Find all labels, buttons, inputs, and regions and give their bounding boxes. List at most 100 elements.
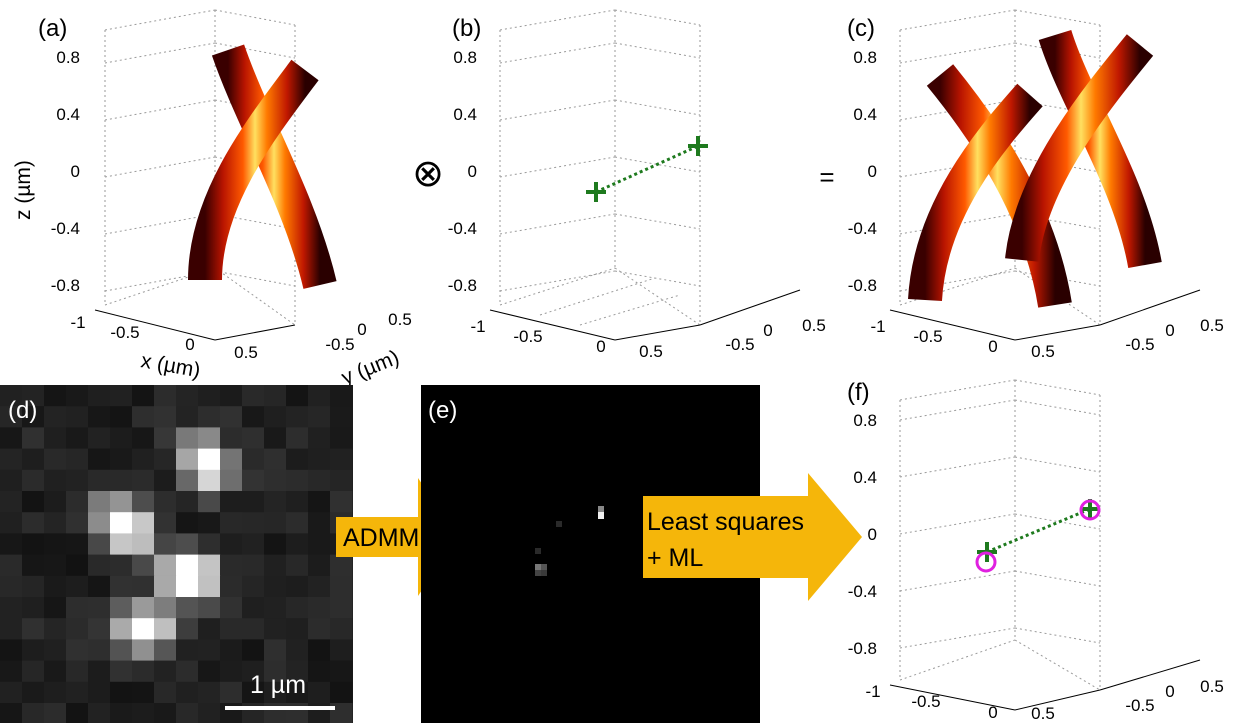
camera-pixel bbox=[110, 660, 133, 683]
camera-pixel bbox=[44, 575, 67, 598]
camera-pixel bbox=[176, 597, 199, 619]
camera-pixel bbox=[330, 575, 353, 598]
camera-pixel bbox=[88, 512, 111, 534]
camera-pixel bbox=[242, 427, 265, 450]
panel-a-y-ticks: -0.5 0 0.5 bbox=[325, 310, 411, 354]
camera-pixel bbox=[242, 660, 265, 683]
camera-pixel bbox=[22, 597, 45, 619]
x-tick: -0.5 bbox=[110, 323, 139, 342]
camera-pixel bbox=[220, 533, 243, 556]
camera-pixel bbox=[0, 427, 23, 450]
camera-pixel bbox=[330, 639, 353, 662]
camera-pixel bbox=[154, 427, 177, 450]
panel-f: (f) 0.8 0.4 0 -0.4 -0.8 -1 -0.5 0 0.5 -0… bbox=[847, 379, 1224, 723]
camera-pixel bbox=[0, 660, 23, 683]
z-tick: -0.8 bbox=[448, 276, 477, 295]
camera-pixel bbox=[66, 512, 89, 534]
camera-pixel bbox=[198, 575, 221, 598]
camera-pixel bbox=[132, 406, 155, 428]
camera-pixel bbox=[22, 469, 45, 492]
camera-pixel bbox=[176, 448, 199, 471]
camera-pixel bbox=[44, 703, 67, 723]
camera-pixel bbox=[308, 533, 331, 556]
camera-pixel bbox=[88, 681, 111, 704]
camera-pixel bbox=[66, 703, 89, 723]
camera-pixel bbox=[88, 575, 111, 598]
panel-b-emitter-2 bbox=[688, 136, 708, 156]
camera-pixel bbox=[66, 406, 89, 428]
camera-pixel bbox=[198, 639, 221, 662]
z-tick: 0 bbox=[468, 162, 477, 181]
camera-pixel bbox=[286, 385, 309, 407]
camera-pixel bbox=[154, 512, 177, 534]
camera-pixel bbox=[22, 448, 45, 471]
least-squares-arrow: Least squares + ML bbox=[643, 473, 862, 601]
camera-pixel bbox=[308, 660, 331, 683]
panel-f-x-ticks: -1 -0.5 0 0.5 bbox=[865, 682, 1054, 723]
camera-pixel bbox=[154, 385, 177, 407]
panel-a: (a) 0.8 0.4 0 -0.4 -0.8 z (µm) -1 -0.5 0… bbox=[12, 9, 412, 390]
camera-pixel bbox=[110, 469, 133, 492]
camera-pixel bbox=[220, 575, 243, 598]
z-axis-label: z (µm) bbox=[12, 160, 35, 220]
camera-pixel bbox=[88, 639, 111, 662]
camera-pixel bbox=[132, 533, 155, 556]
camera-pixel bbox=[308, 575, 331, 598]
camera-pixel bbox=[308, 554, 331, 577]
camera-pixel bbox=[44, 618, 67, 640]
camera-pixel bbox=[308, 681, 331, 704]
camera-pixel bbox=[154, 660, 177, 683]
camera-pixel bbox=[132, 618, 155, 640]
panel-b-z-ticks: 0.8 0.4 0 -0.4 -0.8 bbox=[448, 48, 477, 295]
y-tick: 0 bbox=[1165, 682, 1174, 701]
camera-pixel bbox=[286, 491, 309, 513]
camera-pixel bbox=[176, 618, 199, 640]
z-tick: 0.8 bbox=[853, 48, 877, 67]
panel-c-y-ticks: -0.5 0 0.5 bbox=[1125, 316, 1223, 354]
panel-f-estimate-2 bbox=[1079, 499, 1101, 521]
camera-pixel bbox=[22, 491, 45, 513]
camera-pixel bbox=[220, 554, 243, 577]
camera-pixel bbox=[88, 406, 111, 428]
camera-pixel bbox=[176, 554, 199, 577]
y-tick: -0.5 bbox=[1125, 696, 1154, 715]
camera-pixel bbox=[198, 406, 221, 428]
camera-pixel bbox=[154, 575, 177, 598]
x-axis-label: x (µm) bbox=[139, 349, 202, 382]
camera-pixel bbox=[0, 597, 23, 619]
camera-pixel bbox=[308, 469, 331, 492]
camera-pixel bbox=[308, 597, 331, 619]
camera-pixel bbox=[198, 385, 221, 407]
camera-pixel bbox=[330, 660, 353, 683]
camera-pixel bbox=[176, 427, 199, 450]
camera-pixel bbox=[242, 385, 265, 407]
camera-pixel bbox=[220, 639, 243, 662]
x-tick: 0.5 bbox=[1031, 342, 1055, 361]
camera-pixel bbox=[44, 681, 67, 704]
camera-pixel bbox=[110, 597, 133, 619]
panel-a-strands bbox=[188, 44, 337, 289]
camera-pixel bbox=[330, 448, 353, 471]
z-tick: 0.4 bbox=[853, 468, 877, 487]
camera-pixel bbox=[22, 554, 45, 577]
camera-pixel bbox=[286, 618, 309, 640]
y-tick: 0.5 bbox=[1200, 677, 1224, 696]
camera-pixel bbox=[330, 618, 353, 640]
panel-c: (c) 0.8 0.4 0 -0.4 -0.8 -1 -0.5 0 0.5 -0… bbox=[847, 9, 1224, 361]
camera-pixel bbox=[220, 681, 243, 704]
camera-pixel bbox=[132, 681, 155, 704]
z-tick: 0.4 bbox=[56, 105, 80, 124]
camera-pixel bbox=[264, 512, 287, 534]
camera-pixel bbox=[286, 639, 309, 662]
camera-pixel bbox=[286, 469, 309, 492]
camera-pixel bbox=[198, 618, 221, 640]
x-tick: -0.5 bbox=[911, 692, 940, 711]
camera-pixel bbox=[66, 427, 89, 450]
camera-pixel bbox=[110, 639, 133, 662]
x-tick: -1 bbox=[470, 317, 485, 336]
camera-pixel bbox=[242, 448, 265, 471]
camera-pixel bbox=[22, 575, 45, 598]
camera-pixel bbox=[198, 703, 221, 723]
camera-pixel bbox=[242, 618, 265, 640]
panel-a-label: (a) bbox=[38, 15, 67, 42]
